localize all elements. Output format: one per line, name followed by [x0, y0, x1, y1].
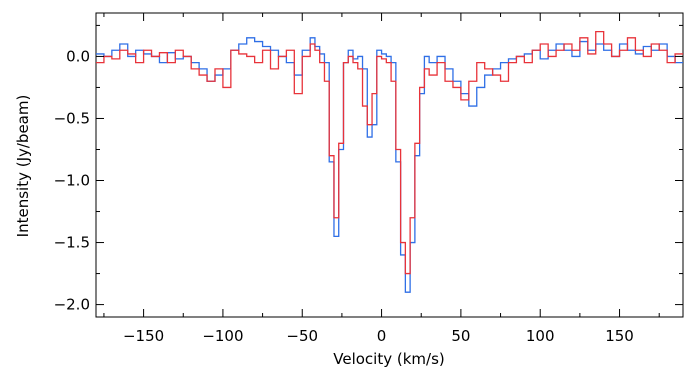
axes-layer: −150 −100 −50 0 50 100 150 0.0 −0.5 −1.0 −1.5 −2.0: [54, 13, 683, 345]
y-tick-label: 0.0: [66, 47, 90, 65]
x-axis-label: Velocity (km/s): [333, 350, 444, 368]
x-tick-label: −150: [123, 327, 164, 345]
y-tick-label: −1.5: [54, 234, 90, 252]
series-2-line: [96, 30, 683, 275]
x-tick-label: 0: [377, 327, 387, 345]
x-tick-label: 50: [451, 327, 470, 345]
series-1-line: [96, 37, 683, 293]
x-tick-label: 100: [526, 327, 555, 345]
x-tick-label: −50: [286, 327, 318, 345]
y-tick-label: −2.0: [54, 296, 90, 314]
plot-frame: [95, 12, 684, 318]
y-tick-label: −0.5: [54, 109, 90, 127]
x-tick-label: −100: [202, 327, 243, 345]
series-layer: [96, 30, 683, 293]
x-tick-label: 150: [605, 327, 634, 345]
plot-border: [95, 12, 684, 318]
y-axis-label: Intensity (Jy/beam): [14, 95, 32, 238]
y-tick-label: −1.0: [54, 172, 90, 190]
